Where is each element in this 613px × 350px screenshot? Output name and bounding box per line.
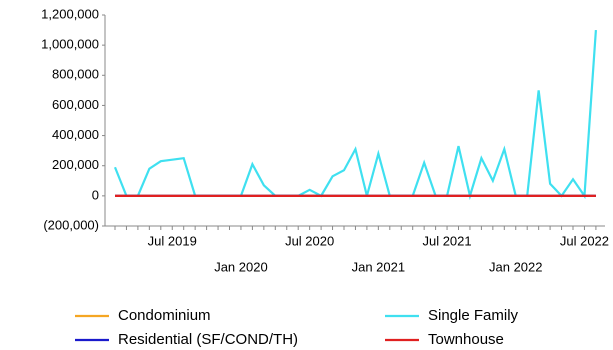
- legend-label: Townhouse: [428, 331, 504, 348]
- y-tick-label: 0: [92, 187, 99, 202]
- y-tick-label: 200,000: [52, 157, 99, 172]
- legend-label: Condominium: [118, 307, 211, 324]
- y-tick-label: 1,200,000: [41, 6, 99, 21]
- x-tick-label: Jan 2020: [214, 259, 268, 274]
- y-tick-label: 800,000: [52, 67, 99, 82]
- x-tick-label: Jul 2020: [285, 233, 334, 248]
- y-tick-label: 1,000,000: [41, 37, 99, 52]
- y-tick-label: 400,000: [52, 127, 99, 142]
- y-tick-label: 600,000: [52, 97, 99, 112]
- x-tick-label: Jul 2021: [422, 233, 471, 248]
- x-tick-label: Jul 2019: [148, 233, 197, 248]
- legend-label: Single Family: [428, 307, 519, 324]
- x-tick-label: Jan 2022: [489, 259, 543, 274]
- legend: Condominium Single Family Residential (SF/…: [75, 307, 519, 348]
- series-line: [113, 29, 597, 201]
- y-tick-label: (200,000): [43, 217, 99, 232]
- legend-label: Residential (SF/COND/TH): [118, 331, 298, 348]
- x-tick-label: Jul 2022: [560, 233, 609, 248]
- x-tick-label: Jan 2021: [352, 259, 406, 274]
